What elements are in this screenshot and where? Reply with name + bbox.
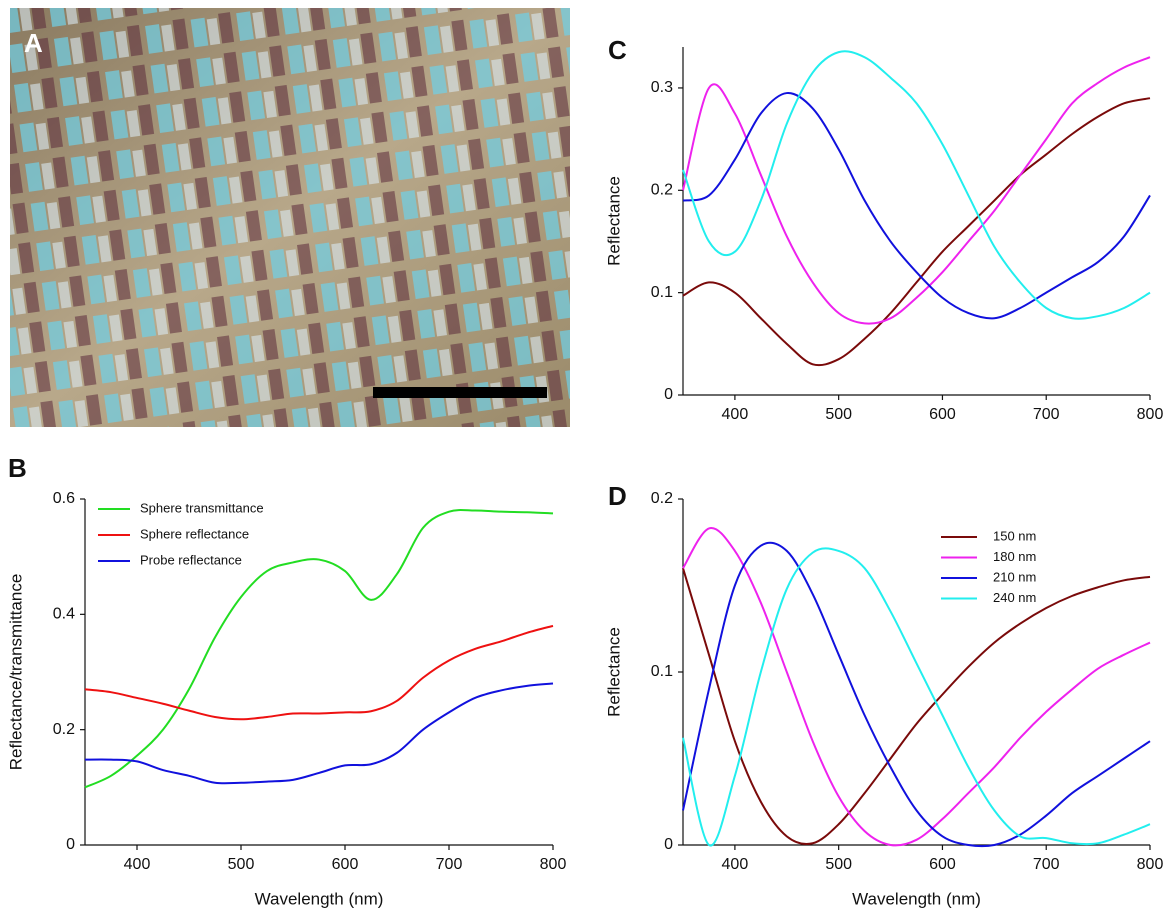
chart-panel: B 400 500 600 700 800 0 0.2 0.4 0.6 Wavelength (nm… [6, 453, 566, 909]
y-axis-label: Reflectance [604, 176, 623, 266]
legend-label: Probe reflectance [140, 552, 242, 567]
data-line [682, 567, 1151, 846]
x-tick-label: 600 [332, 856, 359, 873]
data-line [682, 92, 1151, 320]
data-line [682, 541, 1151, 848]
y-tick-label: 0.6 [53, 490, 75, 507]
x-axis-label: Wavelength (nm) [852, 889, 981, 908]
x-axis-label: Wavelength (nm) [255, 889, 384, 908]
y-tick-label: 0 [66, 836, 75, 853]
data-line [84, 624, 554, 721]
legend-label: Sphere reflectance [140, 526, 249, 541]
y-axis-label: Reflectance/transmittance [6, 574, 25, 771]
legend-label: Sphere transmittance [140, 500, 264, 515]
data-line [682, 547, 1151, 847]
data-line [682, 527, 1151, 847]
y-axis-label: Reflectance [604, 627, 623, 717]
panel-label: B [8, 453, 27, 483]
x-tick-label: 500 [228, 856, 255, 873]
panel-label: C [608, 35, 627, 65]
y-tick-label: 0.2 [53, 721, 75, 738]
x-tick-label: 700 [1033, 406, 1060, 423]
data-line [682, 56, 1151, 325]
x-tick-label: 400 [722, 856, 749, 873]
x-tick-label: 800 [1137, 406, 1164, 423]
x-tick-label: 400 [722, 406, 749, 423]
data-line [682, 50, 1151, 320]
x-tick-label: 500 [825, 856, 852, 873]
photo-panel: A [10, 8, 570, 427]
x-tick-label: 800 [540, 856, 567, 873]
panel-label: D [608, 481, 627, 511]
x-tick-label: 700 [436, 856, 463, 873]
data-line [84, 682, 554, 785]
y-tick-label: 0.2 [651, 182, 673, 199]
x-tick-label: 700 [1033, 856, 1060, 873]
y-tick-label: 0.1 [651, 663, 673, 680]
x-tick-label: 400 [124, 856, 151, 873]
y-tick-label: 0 [664, 386, 673, 403]
legend-label: 150 nm [993, 528, 1036, 543]
chart-panel: C 400 500 600 700 800 0 0.1 0.2 0.3 Reflectance [604, 35, 1163, 423]
data-line [84, 509, 554, 789]
y-tick-label: 0.2 [651, 490, 673, 507]
data-line [682, 97, 1151, 367]
x-tick-label: 500 [825, 406, 852, 423]
x-tick-label: 800 [1137, 856, 1164, 873]
scale-bar [373, 387, 547, 398]
legend-label: 180 nm [993, 549, 1036, 564]
legend-label: 240 nm [993, 590, 1036, 605]
x-tick-label: 600 [929, 406, 956, 423]
y-tick-label: 0.4 [53, 606, 75, 623]
chart-panel: D 400 500 600 700 800 0 0.1 0.2 Wavelength (nm) Re… [604, 481, 1163, 909]
y-tick-label: 0 [664, 836, 673, 853]
y-tick-label: 0.3 [651, 79, 673, 96]
y-tick-label: 0.1 [651, 284, 673, 301]
panel-label: A [24, 28, 43, 58]
photo-texture [10, 8, 570, 427]
x-tick-label: 600 [929, 856, 956, 873]
legend-label: 210 nm [993, 569, 1036, 584]
